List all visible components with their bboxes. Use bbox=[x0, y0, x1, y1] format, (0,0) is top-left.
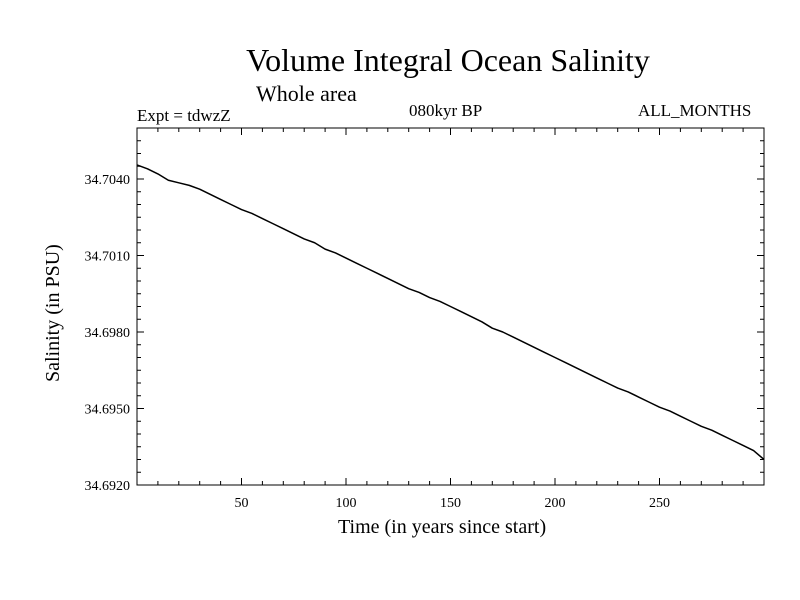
x-tick-label: 150 bbox=[440, 496, 461, 511]
y-tick-label: 34.6950 bbox=[85, 403, 131, 418]
chart-title: Volume Integral Ocean Salinity bbox=[246, 42, 650, 78]
season-label: ALL_MONTHS bbox=[638, 101, 752, 120]
tick-labels: 50 100 150 200 250 34.6920 34.6950 34.6980 34.70… bbox=[85, 173, 671, 511]
period-label: 080kyr BP bbox=[409, 101, 483, 120]
y-tick-label: 34.6980 bbox=[85, 326, 131, 341]
series-line bbox=[136, 164, 765, 461]
series-group bbox=[136, 164, 765, 461]
y-tick-label: 34.7040 bbox=[85, 173, 131, 188]
x-tick-label: 100 bbox=[336, 496, 357, 511]
x-tick-label: 50 bbox=[235, 496, 249, 511]
chart-subtitle: Whole area bbox=[256, 81, 357, 106]
y-tick-label: 34.7010 bbox=[85, 250, 131, 265]
x-tick-label: 200 bbox=[545, 496, 566, 511]
x-axis-label: Time (in years since start) bbox=[338, 516, 547, 538]
experiment-label: Expt = tdwzZ bbox=[137, 106, 231, 125]
x-tick-label: 250 bbox=[649, 496, 670, 511]
axis-ticks bbox=[137, 128, 764, 485]
y-tick-label: 34.6920 bbox=[85, 479, 131, 494]
